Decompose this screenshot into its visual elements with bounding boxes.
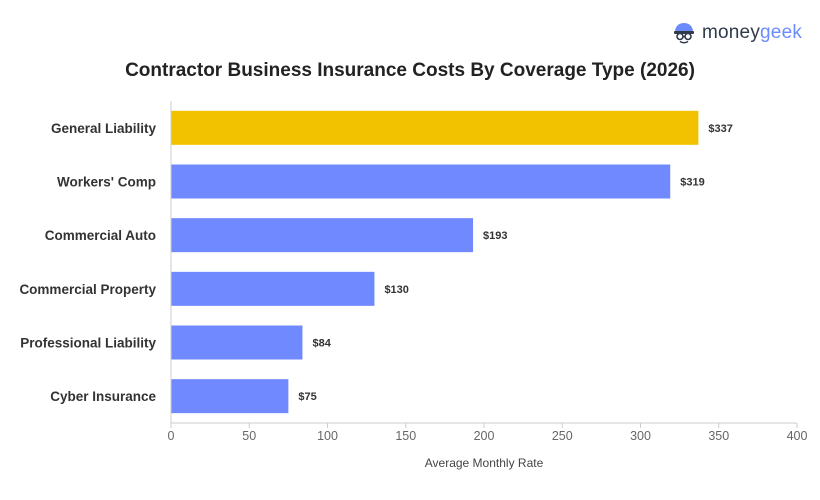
bars-group: [171, 110, 699, 414]
category-label: Commercial Property: [19, 282, 156, 297]
x-axis-ticks-group: 0 50 100 150 200 250 300 350 400: [168, 423, 808, 443]
data-labels-group: $337 $319 $193 $130 $84 $75: [298, 123, 733, 403]
x-tick-label: 50: [242, 429, 256, 443]
data-label: $193: [483, 230, 507, 242]
logo-word-geek: geek: [760, 22, 803, 43]
data-label: $130: [384, 284, 408, 296]
moneygeek-mascot-icon: [674, 23, 694, 44]
logo-wordmark: moneygeek: [702, 22, 802, 44]
bar: [171, 110, 699, 145]
category-labels-group: General Liability Workers' Comp Commercial…: [19, 121, 156, 404]
category-label: Cyber Insurance: [50, 389, 156, 404]
bar: [171, 379, 289, 414]
category-label: General Liability: [51, 121, 157, 136]
bar: [171, 218, 474, 253]
category-label: Workers' Comp: [57, 175, 156, 190]
data-label: $75: [298, 391, 316, 403]
x-axis-title: Average Monthly Rate: [425, 456, 544, 470]
bar: [171, 271, 375, 306]
category-label: Commercial Auto: [45, 228, 156, 243]
moneygeek-logo[interactable]: moneygeek: [672, 20, 802, 46]
bar: [171, 164, 671, 199]
x-tick-label: 150: [395, 429, 416, 443]
x-tick-label: 400: [787, 429, 808, 443]
data-label: $337: [708, 123, 732, 135]
x-tick-label: 200: [474, 429, 495, 443]
chart-title: Contractor Business Insurance Costs By C…: [125, 60, 695, 81]
x-tick-label: 300: [630, 429, 651, 443]
x-tick-label: 100: [317, 429, 338, 443]
x-tick-label: 0: [168, 429, 175, 443]
data-label: $84: [312, 338, 331, 350]
x-tick-label: 250: [552, 429, 573, 443]
category-label: Professional Liability: [20, 336, 156, 351]
bar: [171, 325, 303, 360]
x-tick-label: 350: [708, 429, 729, 443]
logo-word-money: money: [702, 22, 761, 43]
data-label: $319: [680, 177, 704, 189]
